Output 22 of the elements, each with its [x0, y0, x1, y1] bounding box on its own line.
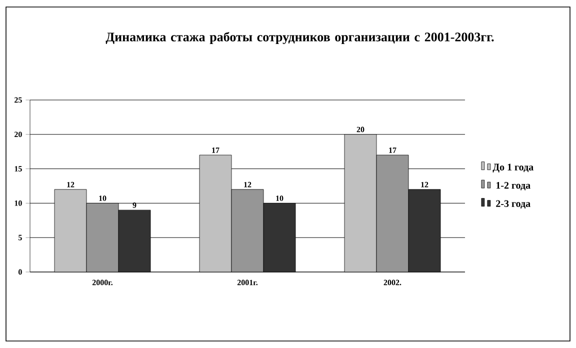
y-tick-label: 15 [14, 166, 22, 172]
chart-title: Динамика стажа работы сотрудников организации с 2001-2003гг. [106, 32, 494, 44]
data-label: 12 [244, 182, 252, 188]
x-tick-label: 2002. [384, 280, 402, 286]
x-tick-label: 2000г. [92, 280, 113, 286]
y-tick-label: 20 [14, 132, 22, 138]
data-label: 17 [389, 148, 396, 153]
y-tick-label: 25 [14, 97, 22, 103]
x-tick-label: 2001г. [237, 280, 258, 286]
legend-label: До 1 года [492, 164, 534, 172]
legend-label: 2-3 года [496, 200, 530, 209]
y-tick-label: 10 [14, 200, 22, 206]
data-label: 12 [421, 182, 428, 188]
data-label: 10 [99, 196, 106, 201]
y-tick-label: 0 [18, 269, 22, 275]
data-label: 20 [356, 126, 364, 132]
y-tick-label: 5 [18, 234, 22, 240]
data-label: 9 [132, 202, 136, 208]
legend-label: 1-2 года [496, 182, 530, 190]
data-label: 12 [67, 182, 74, 188]
data-label: 17 [212, 148, 220, 153]
data-label: 10 [276, 196, 284, 201]
